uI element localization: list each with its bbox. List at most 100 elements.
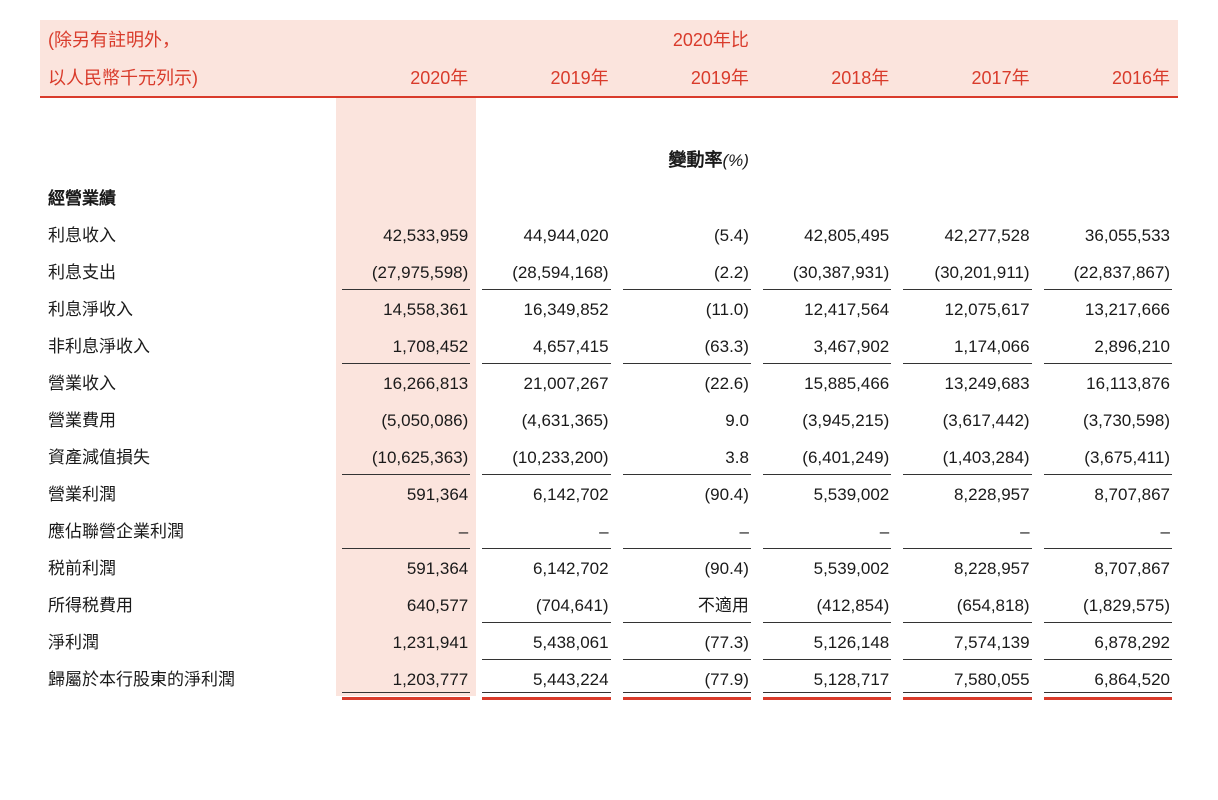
row-label: 營業收入 (40, 363, 336, 400)
row-label: 利息淨收入 (40, 289, 336, 326)
cell-y2017: (3,617,442) (897, 400, 1037, 437)
header-col-2016: 2016年 (1038, 58, 1178, 96)
row-label: 歸屬於本行股東的淨利潤 (40, 659, 336, 696)
cell-y2020: 14,558,361 (336, 289, 476, 326)
cell-y2016: 6,864,520 (1038, 659, 1178, 696)
cell-chg: (22.6) (617, 363, 757, 400)
cell-chg: 9.0 (617, 400, 757, 437)
cell-chg: (5.4) (617, 215, 757, 252)
table-header: (除另有註明外， 2020年比 以人民幣千元列示) 2020年 2019年 20… (40, 20, 1178, 97)
cell-y2018: 12,417,564 (757, 289, 897, 326)
table-row: 資產減值損失(10,625,363)(10,233,200)3.8(6,401,… (40, 437, 1178, 474)
cell-y2018: (30,387,931) (757, 252, 897, 289)
table-row: 營業收入16,266,81321,007,267(22.6)15,885,466… (40, 363, 1178, 400)
cell-chg: (63.3) (617, 326, 757, 363)
cell-y2019: 16,349,852 (476, 289, 616, 326)
cell-y2020: 42,533,959 (336, 215, 476, 252)
table: (除另有註明外， 2020年比 以人民幣千元列示) 2020年 2019年 20… (40, 20, 1178, 696)
table-row: 營業利潤591,3646,142,702(90.4)5,539,0028,228… (40, 474, 1178, 511)
cell-chg: (77.3) (617, 622, 757, 659)
cell-y2018: – (757, 511, 897, 548)
cell-y2016: 6,878,292 (1038, 622, 1178, 659)
cell-y2018: 3,467,902 (757, 326, 897, 363)
change-rate-subheader: 變動率(%) (617, 140, 757, 178)
cell-y2016: (3,675,411) (1038, 437, 1178, 474)
cell-y2017: 1,174,066 (897, 326, 1037, 363)
cell-y2019: 44,944,020 (476, 215, 616, 252)
cell-y2020: 16,266,813 (336, 363, 476, 400)
cell-y2016: (1,829,575) (1038, 585, 1178, 622)
header-col-2017: 2017年 (897, 58, 1037, 96)
cell-chg: (2.2) (617, 252, 757, 289)
row-label: 資產減值損失 (40, 437, 336, 474)
table-row: 税前利潤591,3646,142,702(90.4)5,539,0028,228… (40, 548, 1178, 585)
cell-y2018: 5,126,148 (757, 622, 897, 659)
cell-y2019: 4,657,415 (476, 326, 616, 363)
table-row: 應佔聯營企業利潤–––––– (40, 511, 1178, 548)
row-label: 利息支出 (40, 252, 336, 289)
row-label: 税前利潤 (40, 548, 336, 585)
row-label: 所得税費用 (40, 585, 336, 622)
cell-y2019: – (476, 511, 616, 548)
cell-chg: (90.4) (617, 548, 757, 585)
header-col-2020: 2020年 (336, 58, 476, 96)
cell-y2017: 7,580,055 (897, 659, 1037, 696)
row-label: 利息收入 (40, 215, 336, 252)
cell-y2018: (3,945,215) (757, 400, 897, 437)
cell-y2020: – (336, 511, 476, 548)
row-label: 營業費用 (40, 400, 336, 437)
cell-y2016: 2,896,210 (1038, 326, 1178, 363)
header-blank (897, 20, 1037, 58)
cell-y2016: 36,055,533 (1038, 215, 1178, 252)
cell-y2018: (412,854) (757, 585, 897, 622)
change-rate-unit: (%) (722, 151, 748, 170)
cell-y2016: 13,217,666 (1038, 289, 1178, 326)
row-label: 應佔聯營企業利潤 (40, 511, 336, 548)
cell-y2019: 21,007,267 (476, 363, 616, 400)
cell-y2017: 42,277,528 (897, 215, 1037, 252)
cell-y2016: – (1038, 511, 1178, 548)
cell-chg: 3.8 (617, 437, 757, 474)
table-row: 利息支出(27,975,598)(28,594,168)(2.2)(30,387… (40, 252, 1178, 289)
table-row: 利息收入42,533,95944,944,020(5.4)42,805,4954… (40, 215, 1178, 252)
header-change-line2: 2019年 (617, 58, 757, 96)
cell-y2017: 12,075,617 (897, 289, 1037, 326)
header-blank (757, 20, 897, 58)
cell-y2019: 6,142,702 (476, 548, 616, 585)
cell-y2020: 640,577 (336, 585, 476, 622)
financial-table: (除另有註明外， 2020年比 以人民幣千元列示) 2020年 2019年 20… (40, 20, 1178, 696)
cell-y2020: (10,625,363) (336, 437, 476, 474)
cell-y2020: (27,975,598) (336, 252, 476, 289)
cell-y2016: 8,707,867 (1038, 548, 1178, 585)
cell-y2019: (10,233,200) (476, 437, 616, 474)
table-row: 利息淨收入14,558,36116,349,852(11.0)12,417,56… (40, 289, 1178, 326)
cell-y2020: 1,708,452 (336, 326, 476, 363)
cell-y2017: (654,818) (897, 585, 1037, 622)
row-label: 營業利潤 (40, 474, 336, 511)
cell-y2019: 5,438,061 (476, 622, 616, 659)
cell-y2020: 591,364 (336, 548, 476, 585)
header-col-2019: 2019年 (476, 58, 616, 96)
section-title-row: 經營業績 (40, 178, 1178, 215)
subheader-row: 變動率(%) (40, 140, 1178, 178)
table-row: 非利息淨收入1,708,4524,657,415(63.3)3,467,9021… (40, 326, 1178, 363)
cell-y2019: 5,443,224 (476, 659, 616, 696)
cell-y2020: (5,050,086) (336, 400, 476, 437)
table-body: 變動率(%) 經營業績 利息收入42,533,95944,944,020(5.4… (40, 97, 1178, 696)
header-blank (1038, 20, 1178, 58)
cell-chg: (11.0) (617, 289, 757, 326)
header-note-line2: 以人民幣千元列示) (40, 58, 336, 96)
cell-y2018: 15,885,466 (757, 363, 897, 400)
cell-y2017: 8,228,957 (897, 474, 1037, 511)
cell-y2018: 5,539,002 (757, 474, 897, 511)
cell-y2016: 8,707,867 (1038, 474, 1178, 511)
cell-chg: 不適用 (617, 585, 757, 622)
cell-y2018: 42,805,495 (757, 215, 897, 252)
cell-y2018: 5,539,002 (757, 548, 897, 585)
row-label: 非利息淨收入 (40, 326, 336, 363)
cell-y2019: 6,142,702 (476, 474, 616, 511)
header-blank (336, 20, 476, 58)
cell-y2017: 8,228,957 (897, 548, 1037, 585)
cell-y2017: (30,201,911) (897, 252, 1037, 289)
header-blank (476, 20, 616, 58)
